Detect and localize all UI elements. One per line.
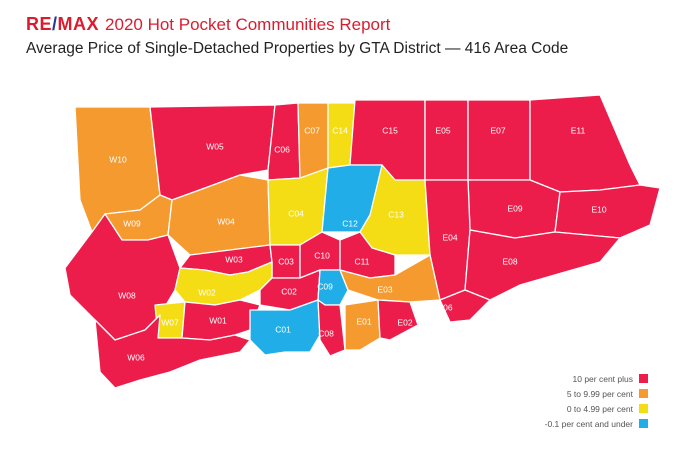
remax-logo: RE/MAX xyxy=(26,14,100,34)
district-label-w03: W03 xyxy=(225,254,243,264)
district-label-c15: C15 xyxy=(382,125,398,135)
legend-swatch-blue xyxy=(639,419,648,428)
district-label-e10: E10 xyxy=(591,204,606,214)
district-label-w01: W01 xyxy=(209,315,227,325)
district-label-c07: C07 xyxy=(304,125,320,135)
district-label-e02: E02 xyxy=(397,317,412,327)
district-label-w09: W09 xyxy=(123,218,141,228)
district-label-e11: E11 xyxy=(571,125,586,135)
district-c01 xyxy=(249,299,321,356)
district-label-c01: C01 xyxy=(275,324,291,334)
district-label-w08: W08 xyxy=(118,290,136,300)
district-label-c14: C14 xyxy=(332,125,348,135)
district-label-e09: E09 xyxy=(507,203,522,213)
district-label-w10: W10 xyxy=(109,154,127,164)
district-e02 xyxy=(377,299,419,341)
district-shapes xyxy=(64,94,661,389)
district-label-w06: W06 xyxy=(127,352,145,362)
district-label-c10: C10 xyxy=(314,250,330,260)
district-label-e04: E04 xyxy=(442,232,457,242)
legend-label: 5 to 9.99 per cent xyxy=(566,388,633,399)
district-label-c08: C08 xyxy=(318,328,334,338)
district-e05 xyxy=(424,99,469,181)
report-subtitle: Average Price of Single-Detached Propert… xyxy=(26,40,569,57)
district-label-w02: W02 xyxy=(198,287,216,297)
district-label-c13: C13 xyxy=(388,209,404,219)
district-w06 xyxy=(94,314,251,389)
district-label-c06: C06 xyxy=(274,144,290,154)
district-e07 xyxy=(467,99,531,181)
report-title: 2020 Hot Pocket Communities Report xyxy=(105,15,391,34)
district-label-c04: C04 xyxy=(288,208,304,218)
district-labels: W10 W05 C06 C07 C14 C15 E05 E07 E11 W09 W04 C04 C12 C… xyxy=(109,125,607,362)
legend-swatch-orange xyxy=(639,389,648,398)
district-label-w07: W07 xyxy=(161,317,179,327)
district-e11 xyxy=(529,94,641,193)
district-e10 xyxy=(554,184,661,239)
district-label-e08: E08 xyxy=(502,256,517,266)
district-label-c12: C12 xyxy=(342,218,358,228)
legend-swatch-yellow xyxy=(639,404,648,413)
district-label-e06: E06 xyxy=(437,302,452,312)
district-label-w05: W05 xyxy=(206,141,224,151)
district-label-c02: C02 xyxy=(281,286,297,296)
district-label-e03: E03 xyxy=(377,284,392,294)
district-label-e01: E01 xyxy=(356,316,371,326)
district-e01 xyxy=(344,299,381,351)
district-e06 xyxy=(439,289,491,323)
district-c07 xyxy=(297,102,329,179)
legend-label: 10 per cent plus xyxy=(572,373,633,384)
legend-item-yellow: 0 to 4.99 per cent xyxy=(498,401,648,416)
map-legend: 10 per cent plus 5 to 9.99 per cent 0 to 4… xyxy=(498,371,648,431)
district-label-e07: E07 xyxy=(490,125,505,135)
report-header: RE/MAX 2020 Hot Pocket Communities Repor… xyxy=(26,14,666,58)
district-label-e05: E05 xyxy=(435,125,450,135)
legend-item-red: 10 per cent plus xyxy=(498,371,648,386)
legend-item-orange: 5 to 9.99 per cent xyxy=(498,386,648,401)
legend-label: 0 to 4.99 per cent xyxy=(566,403,633,414)
legend-label: -0.1 per cent and under xyxy=(544,418,633,429)
district-label-c03: C03 xyxy=(278,256,294,266)
legend-swatch-red xyxy=(639,374,648,383)
legend-item-blue: -0.1 per cent and under xyxy=(498,416,648,431)
district-e08 xyxy=(464,229,621,301)
district-label-c11: C11 xyxy=(355,256,370,266)
district-label-w04: W04 xyxy=(217,216,235,226)
district-label-c09: C09 xyxy=(317,281,333,291)
title-row: RE/MAX 2020 Hot Pocket Communities Repor… xyxy=(26,14,666,36)
